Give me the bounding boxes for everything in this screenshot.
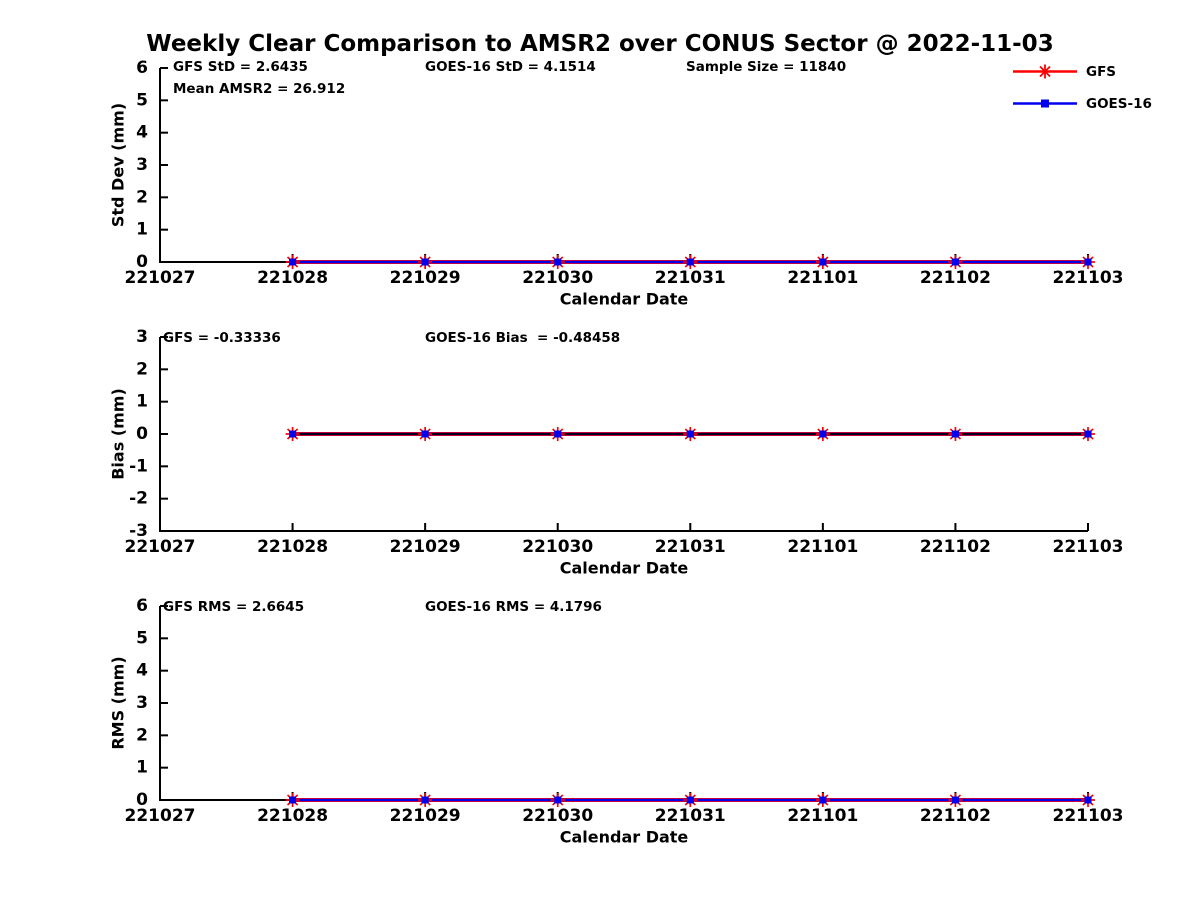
square-marker [1084,258,1092,266]
square-marker [1084,796,1092,804]
x-tick-label: 221103 [1053,537,1124,557]
subplot-rms: 0 1 2 3 4 5 6 221027 221028 221029 221030 221031 221… [109,596,1124,847]
y-tick-label: 3 [136,155,148,175]
y-tick-label: -1 [129,456,148,476]
gfs-line-asterisk-icon [1013,64,1077,79]
x-tick-label: 221030 [522,537,593,557]
x-tick-label: 221028 [257,537,328,557]
x-tick-label: 221030 [522,806,593,826]
y-tick-label: 3 [136,693,148,713]
y-tick-label: 0 [136,790,148,810]
legend-item-gfs: GFS [1012,63,1152,80]
x-tick-label: 221103 [1053,806,1124,826]
y-tick-label: 0 [136,252,148,272]
y-tick-label: 2 [136,187,148,207]
x-tick-label: 221102 [920,806,991,826]
y-axis-label: RMS (mm) [109,656,128,749]
x-tick-label: 221027 [125,537,196,557]
square-marker [554,258,562,266]
square-marker [686,796,694,804]
x-tick-label: 221101 [787,537,858,557]
x-tick-label: 221031 [655,537,726,557]
y-tick-label: 2 [136,725,148,745]
y-tick-label: 5 [136,628,148,648]
legend-label-gfs: GFS [1086,63,1117,80]
x-axis-label: Calendar Date [560,828,689,847]
x-axis-label: Calendar Date [560,290,689,309]
x-tick-label: 221030 [522,268,593,288]
stat-annotation: GFS RMS = 2.6645 [163,599,304,615]
y-tick-label: 2 [136,359,148,379]
square-marker [951,430,959,438]
x-tick-label: 221027 [125,806,196,826]
y-axis-label: Bias (mm) [109,388,128,480]
square-marker [1084,430,1092,438]
square-marker [421,258,429,266]
y-tick-label: 3 [136,327,148,347]
y-tick-label: 1 [136,220,148,240]
stat-annotation: GOES-16 RMS = 4.1796 [425,599,602,615]
square-marker [289,430,297,438]
stat-annotation: Mean AMSR2 = 26.912 [173,81,345,97]
y-axis-label: Std Dev (mm) [109,103,128,227]
square-marker [819,430,827,438]
subplot-stddev: 0 1 2 3 4 5 6 221027 221028 221029 221030 221031 221… [109,58,1124,309]
legend: GFS GOES-16 [1012,63,1152,127]
subplot-bias: -3 -2 -1 0 1 2 3 221027 221028 221029 221030 221031… [109,327,1124,578]
x-tick-label: 221028 [257,268,328,288]
legend-label-goes16: GOES-16 [1086,95,1152,112]
x-tick-label: 221029 [390,537,461,557]
x-tick-label: 221031 [655,806,726,826]
square-marker [421,796,429,804]
square-marker [289,258,297,266]
y-tick-label: -2 [129,489,148,509]
x-tick-label: 221028 [257,806,328,826]
x-tick-label: 221102 [920,268,991,288]
square-marker [686,430,694,438]
stat-annotation: GOES-16 StD = 4.1514 [425,59,596,75]
square-marker [421,430,429,438]
x-tick-label: 221103 [1053,268,1124,288]
stat-annotation: GFS = -0.33336 [163,330,281,346]
x-tick-label: 221029 [390,806,461,826]
square-marker [686,258,694,266]
x-tick-label: 221031 [655,268,726,288]
square-marker [819,258,827,266]
x-axis-label: Calendar Date [560,559,689,578]
stat-annotation: Sample Size = 11840 [686,59,846,75]
x-tick-label: 221102 [920,537,991,557]
square-marker [554,796,562,804]
stat-annotation: GOES-16 Bias = -0.48458 [425,330,620,346]
x-tick-label: 221101 [787,268,858,288]
y-tick-label: 6 [136,58,148,78]
chart-title: Weekly Clear Comparison to AMSR2 over CO… [146,31,1054,57]
legend-item-goes16: GOES-16 [1012,95,1152,112]
y-tick-label: 1 [136,758,148,778]
square-marker [289,796,297,804]
x-tick-label: 221101 [787,806,858,826]
y-tick-label: 5 [136,90,148,110]
y-tick-label: 4 [136,661,148,681]
square-marker [554,430,562,438]
y-tick-label: 4 [136,123,148,143]
y-tick-label: -3 [129,521,148,541]
square-marker [819,796,827,804]
square-marker [951,796,959,804]
x-tick-label: 221027 [125,268,196,288]
y-tick-label: 6 [136,596,148,616]
goes16-line-square-icon [1013,99,1077,108]
x-tick-label: 221029 [390,268,461,288]
stat-annotation: GFS StD = 2.6435 [173,59,308,75]
square-marker [951,258,959,266]
y-tick-label: 0 [136,424,148,444]
y-tick-label: 1 [136,392,148,412]
